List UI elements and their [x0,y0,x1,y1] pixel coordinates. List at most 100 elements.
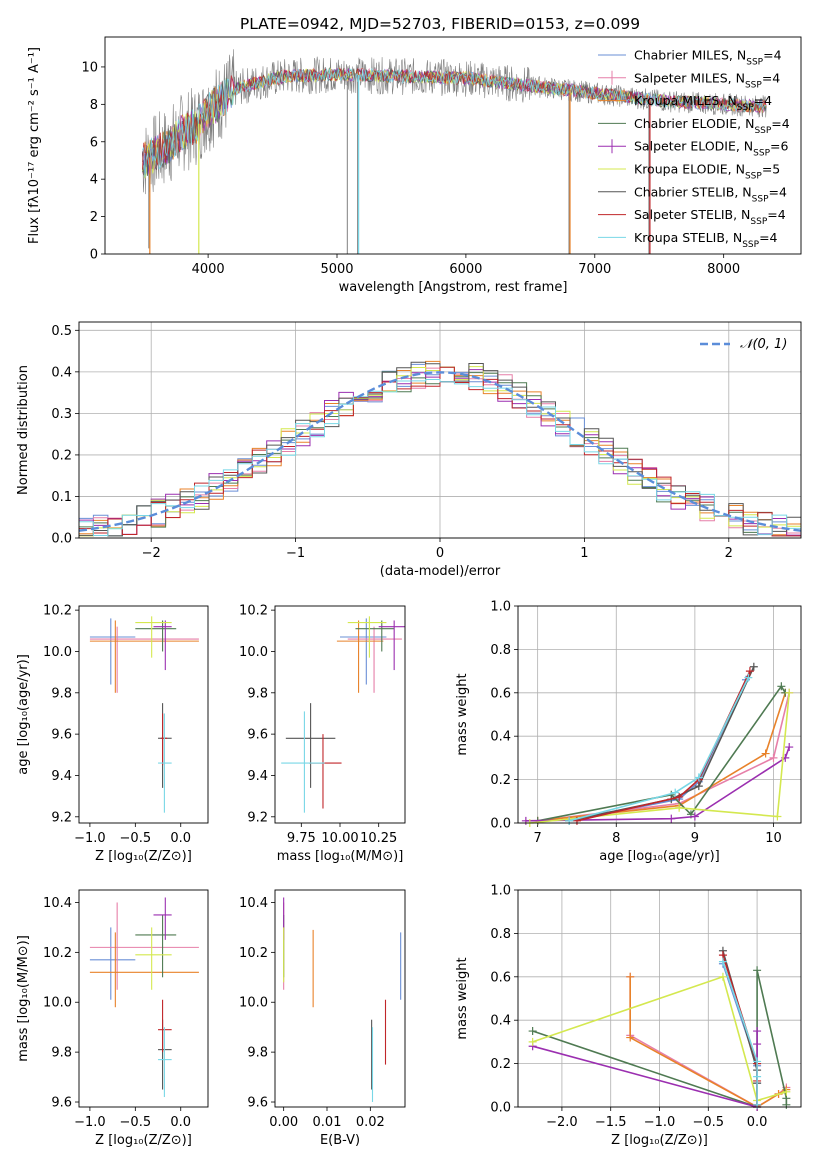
mass_weight_vs_age-axes: 7 8 9 10 0.0 0.2 0.4 0.6 0.8 1.0 age [log₁₀(age/yr… [455,600,802,864]
y-axis-label: age [log₁₀(age/yr)] [16,654,31,775]
x-axis-label: (data-model)/error [380,564,501,579]
y-tick-label: 1.0 [490,600,511,615]
y-tick-label: 10.2 [239,604,268,619]
y-tick-label: 10.4 [43,896,72,911]
axes-frame [78,889,209,1108]
legend-label-chabrier_stelib: Chabrier STELIB, NSSP=4 [634,184,787,204]
weight-marker-kroupa_stelib [671,788,680,797]
y-tick-label: 8 [90,98,98,113]
y-axis-label: mass weight [455,957,470,1039]
legend-label-chabrier_miles: Chabrier MILES, NSSP=4 [634,48,782,68]
x-tick-label: −1.0 [74,831,106,846]
mass_vs_Z-axes: −1.0 −0.5 0.0 9.6 9.8 10.0 10.2 10.4 Z [log₁₀(Z/… [16,889,209,1148]
weight-marker-kroupa_elodie [773,812,782,821]
axes-frame [274,889,406,1108]
y-tick-label: 0.5 [51,324,72,339]
y-tick-label: 0.4 [51,365,72,380]
weight-marker-chabrier_elodie [777,682,786,691]
y-tick-label: 9.4 [247,769,268,784]
x-tick-label: 2 [725,546,733,561]
y-tick-label: 0.6 [490,970,511,985]
weight-marker-salpeter_elodie [521,816,530,825]
y-tick-label: 9.6 [247,728,268,743]
x-tick-label: 1 [580,546,588,561]
x-tick-label: 6000 [449,262,482,277]
x-tick-label: 0.01 [313,1115,342,1130]
legend-label-kroupa_stelib: Kroupa STELIB, NSSP=4 [634,230,778,250]
y-axis-label: mass [log₁₀(M/M⊙)] [16,935,31,1062]
y-tick-label: 10 [81,60,98,75]
y-tick-label: 9.6 [51,1096,72,1111]
weight-marker-salpeter_stelib [675,792,684,801]
x-tick-label: 7000 [578,262,611,277]
x-tick-label: −2 [142,546,161,561]
x-tick-label: −1.0 [74,1115,106,1130]
x-tick-label: 5000 [320,262,353,277]
y-tick-label: 10.0 [43,645,72,660]
weight-marker-kroupa_miles [626,1033,635,1042]
weight-marker-kroupa_stelib [744,673,753,682]
weight-line-kroupa_elodie [529,692,790,823]
x-tick-label: 0 [436,546,444,561]
y-axis-label: Normed distribution [16,365,31,495]
weight-marker-kroupa_miles [626,972,635,981]
model-spectrum-chabrier_elodie [142,67,767,173]
x-tick-label: 0.02 [356,1115,385,1130]
x-axis-label: E(B-V) [320,1133,360,1148]
y-tick-label: 0.4 [490,730,511,745]
weight-marker-salpeter_elodie [690,812,699,821]
x-tick-label: −0.5 [120,831,152,846]
weight-marker-kroupa_elodie [782,1087,791,1096]
weight-line-kroupa_stelib [722,961,758,1105]
legend-label-salpeter_miles: Salpeter MILES, NSSP=4 [634,70,780,90]
y-tick-label: 10.2 [239,946,268,961]
y-tick-label: 10.0 [43,996,72,1011]
y-tick-label: 0.2 [51,448,72,463]
y-tick-label: 10.0 [239,996,268,1011]
histogram-kroupa_stelib [79,379,801,536]
x-tick-label: −0.5 [693,1115,725,1130]
x-axis-label: mass [log₁₀(M/M⊙)] [277,849,404,864]
weight-marker-salpeter_elodie [753,1027,762,1036]
y-axis-label: Flux [fλ10⁻¹⁷ erg cm⁻² s⁻¹ A⁻¹] [27,47,42,244]
axes-frame [78,321,802,539]
weight-line-chabrier_stelib [568,666,755,822]
axes-frame [274,605,406,824]
y-tick-label: 9.8 [51,1046,72,1061]
weight-marker-kroupa_elodie [718,972,727,981]
weight-marker-kroupa_stelib [718,957,727,966]
age_vs_mass-axes: 9.75 10.00 10.25 9.2 9.4 9.6 9.8 10.0 10.2 mass [… [239,604,406,864]
x-tick-label: 8000 [707,262,740,277]
y-tick-label: 2 [90,210,98,225]
y-tick-label: 0.4 [490,1014,511,1029]
weight-marker-kroupa_elodie [785,688,794,697]
x-tick-label: 10.00 [321,831,358,846]
y-tick-label: 4 [90,173,98,188]
weight-marker-chabrier_elodie [753,966,762,975]
x-tick-label: 8 [612,831,620,846]
y-tick-label: 9.2 [247,810,268,825]
weight-marker-kroupa_stelib [753,1072,762,1081]
weight-marker-chabrier_elodie [528,1027,537,1036]
residuals-axes: −2 −1 0 1 2 0.0 0.1 0.2 0.3 0.4 0.5 (data-model)/er… [16,321,802,579]
weight-marker-kroupa_elodie [675,803,684,812]
y-tick-label: 0.2 [490,773,511,788]
y-tick-label: 9.2 [51,810,72,825]
y-tick-label: 0.0 [51,532,72,547]
weight-marker-salpeter_elodie [753,1040,762,1049]
y-tick-label: 10.2 [43,604,72,619]
legend-label-salpeter_elodie: Salpeter ELODIE, NSSP=6 [634,139,789,159]
weight-marker-kroupa_stelib [565,816,574,825]
x-tick-label: 4000 [192,262,225,277]
y-tick-label: 9.8 [247,1046,268,1061]
mass_vs_ebv-axes: 0.00 0.01 0.02 9.6 9.8 10.0 10.2 10.4 E(B-V) [239,889,406,1148]
weight-marker-chabrier_stelib [749,662,758,671]
x-tick-label: 0.0 [747,1115,768,1130]
weight-marker-chabrier_elodie [782,1100,791,1109]
weight-marker-salpeter_elodie [667,814,676,823]
x-tick-label: −0.5 [120,1115,152,1130]
y-tick-label: 6 [90,135,98,150]
